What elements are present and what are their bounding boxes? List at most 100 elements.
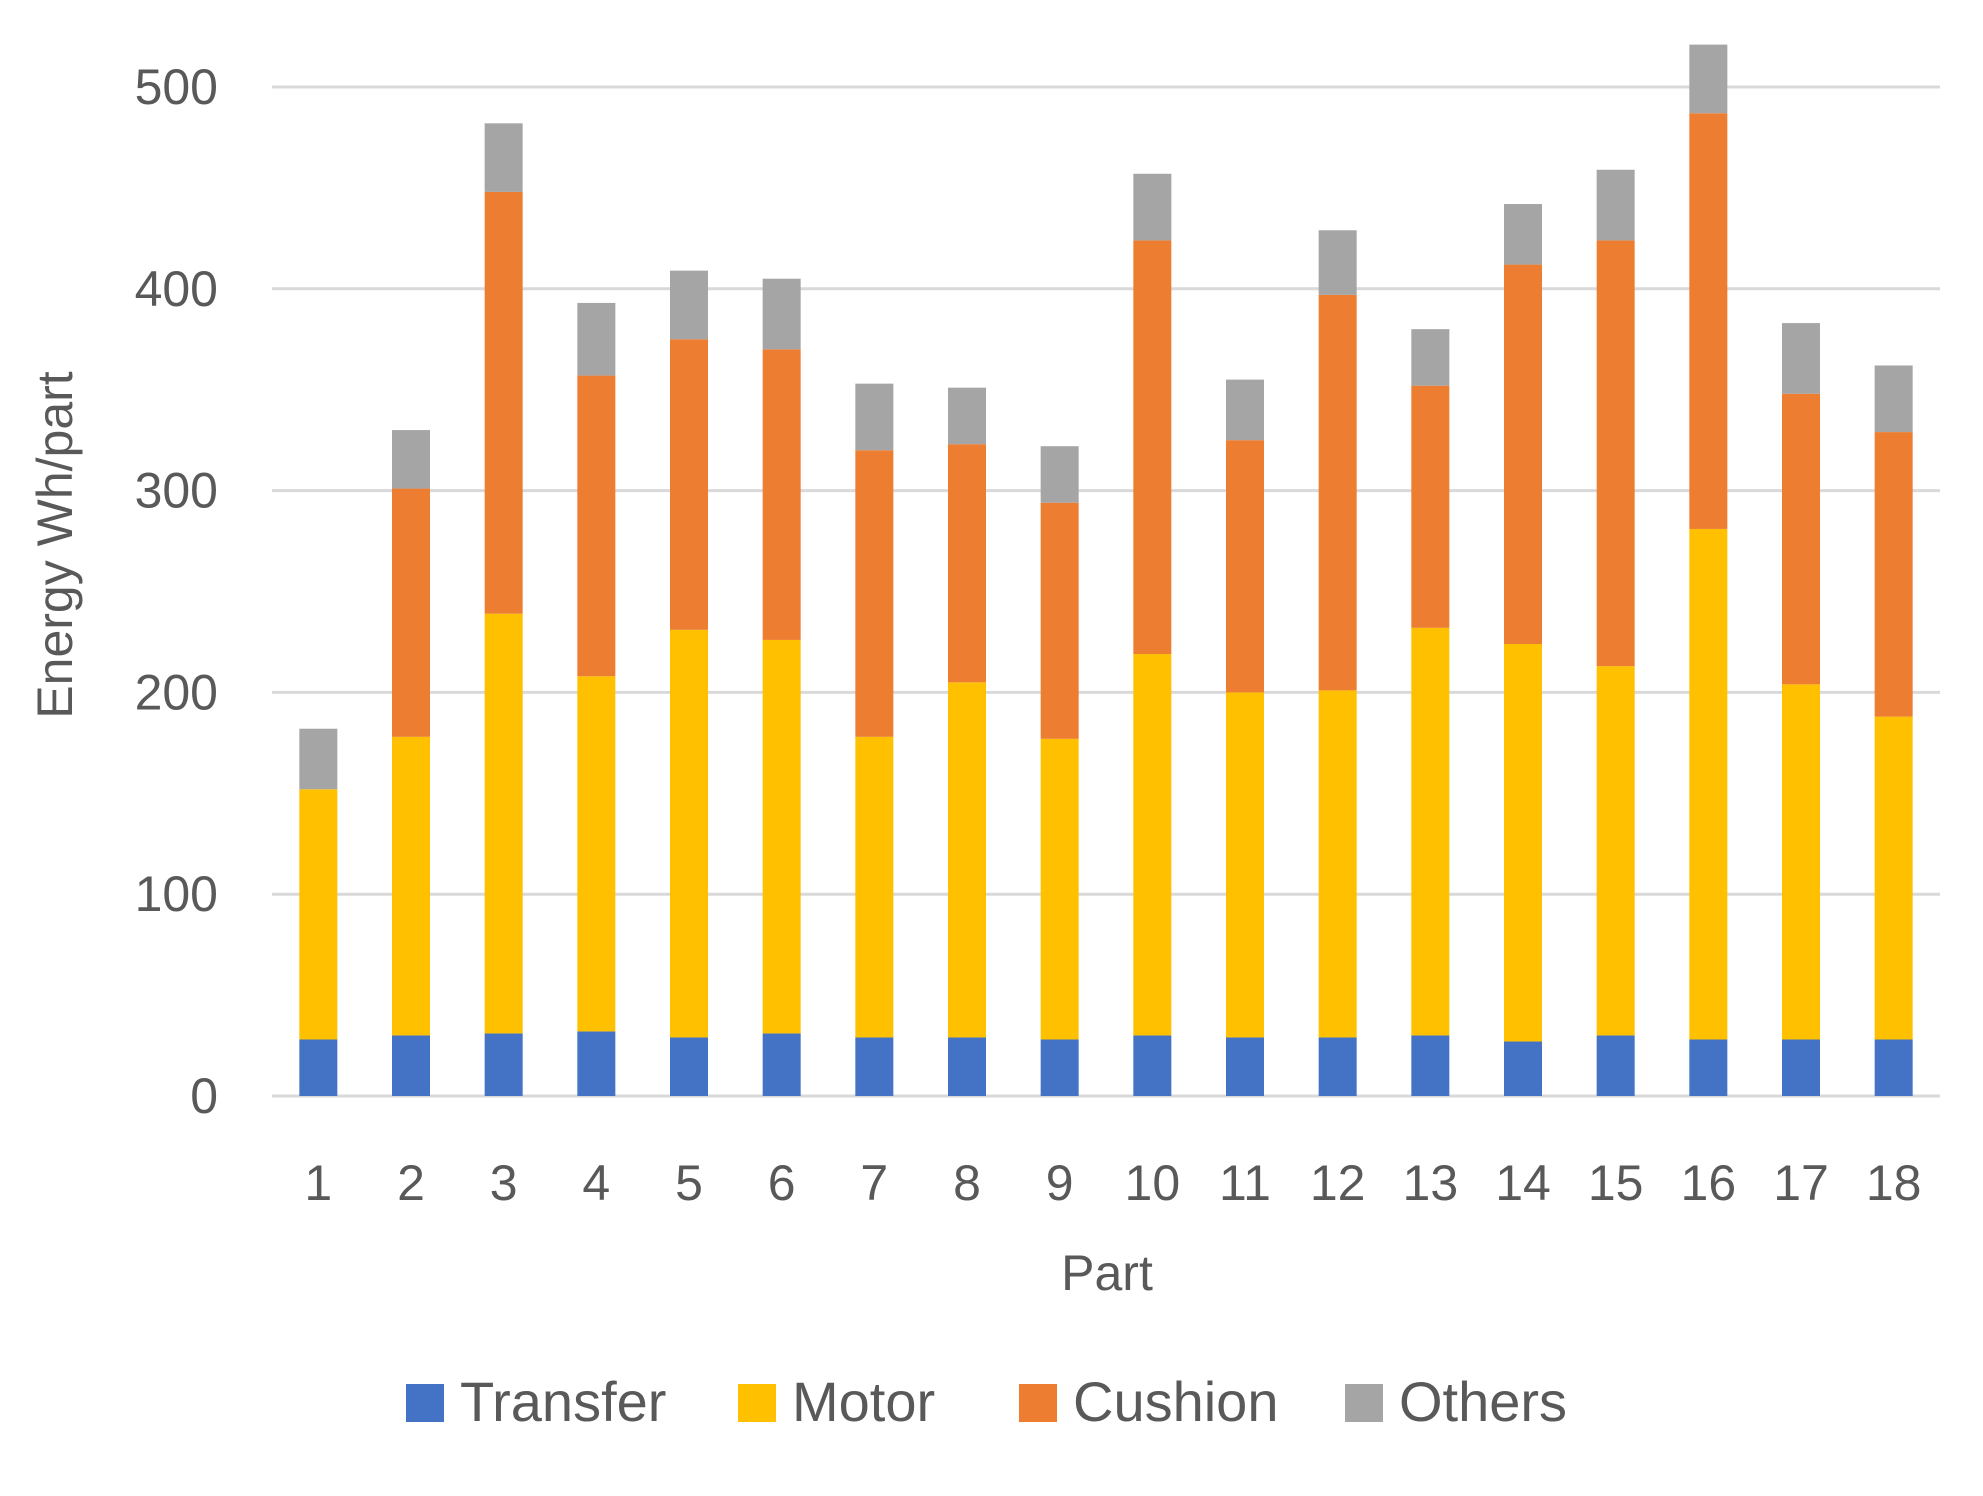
- legend-swatch-transfer: [406, 1384, 444, 1422]
- bar-motor-part-7: [855, 736, 894, 1038]
- bar-motor-part-18: [1874, 716, 1913, 1040]
- bar-others-part-16: [1689, 44, 1728, 114]
- bar-motor-part-9: [1040, 738, 1079, 1040]
- bar-transfer-part-13: [1411, 1035, 1450, 1096]
- x-tick-label: 16: [1681, 1155, 1737, 1211]
- bar-transfer-part-4: [577, 1031, 616, 1096]
- bar-cushion-part-7: [855, 450, 894, 737]
- x-tick-label: 11: [1219, 1155, 1271, 1211]
- legend-swatch-motor: [738, 1384, 776, 1422]
- bar-others-part-15: [1596, 169, 1635, 241]
- bar-motor-part-4: [577, 676, 616, 1032]
- bar-transfer-part-10: [1133, 1035, 1172, 1096]
- legend-swatch-others: [1345, 1384, 1383, 1422]
- bar-cushion-part-4: [577, 375, 616, 677]
- bar-transfer-part-1: [299, 1039, 338, 1096]
- bar-cushion-part-8: [948, 444, 986, 683]
- bar-transfer-part-16: [1689, 1039, 1728, 1096]
- legend-label-cushion: Cushion: [1073, 1370, 1278, 1433]
- y-tick-label: 0: [190, 1068, 218, 1124]
- bar-motor-part-13: [1411, 627, 1450, 1036]
- x-tick-label: 1: [304, 1155, 332, 1211]
- bar-others-part-2: [392, 430, 430, 489]
- bar-others-part-5: [670, 270, 708, 340]
- bar-transfer-part-9: [1040, 1039, 1079, 1096]
- bar-transfer-part-14: [1504, 1041, 1542, 1096]
- x-tick-label: 9: [1046, 1155, 1074, 1211]
- bar-cushion-part-15: [1596, 240, 1635, 667]
- bar-cushion-part-9: [1040, 502, 1079, 739]
- gridlines: [272, 85, 1940, 1098]
- bar-cushion-part-11: [1226, 440, 1264, 693]
- bar-motor-part-16: [1689, 528, 1728, 1040]
- bar-motor-part-15: [1596, 666, 1635, 1036]
- bar-motor-part-8: [948, 682, 986, 1038]
- bar-others-part-8: [948, 387, 986, 445]
- bars: [299, 44, 1913, 1096]
- bar-motor-part-2: [392, 736, 430, 1036]
- y-tick-label: 300: [135, 463, 218, 519]
- bar-others-part-7: [855, 383, 894, 451]
- bar-others-part-10: [1133, 173, 1172, 241]
- bar-others-part-17: [1782, 323, 1820, 394]
- x-tick-label: 13: [1403, 1155, 1459, 1211]
- x-tick-label: 12: [1310, 1155, 1366, 1211]
- bar-others-part-13: [1411, 329, 1450, 386]
- bar-others-part-12: [1318, 230, 1357, 295]
- x-tick-label: 18: [1866, 1155, 1922, 1211]
- x-tick-label: 15: [1588, 1155, 1644, 1211]
- bar-motor-part-3: [484, 613, 523, 1034]
- x-tick-labels: 1 2 3 4 5 6 7 8 9 10 11 12 13 14 15 16 17 18: [304, 1155, 1921, 1211]
- x-tick-label: 8: [953, 1155, 981, 1211]
- bar-transfer-part-2: [392, 1035, 430, 1096]
- bar-motor-part-17: [1782, 684, 1820, 1040]
- bar-others-part-4: [577, 302, 616, 376]
- x-axis-title: Part: [1061, 1245, 1153, 1301]
- bar-cushion-part-6: [762, 349, 801, 640]
- bar-cushion-part-13: [1411, 385, 1450, 628]
- legend-label-motor: Motor: [792, 1370, 935, 1433]
- bar-cushion-part-2: [392, 488, 430, 737]
- legend-label-transfer: Transfer: [460, 1370, 666, 1433]
- legend-swatch-cushion: [1019, 1384, 1057, 1422]
- bar-motor-part-11: [1226, 692, 1264, 1038]
- bar-cushion-part-5: [670, 339, 708, 630]
- bar-others-part-6: [762, 278, 801, 350]
- bar-cushion-part-14: [1504, 264, 1542, 644]
- x-tick-label: 7: [860, 1155, 888, 1211]
- y-axis-title: Energy Wh/part: [27, 371, 83, 718]
- legend: Transfer Motor Cushion Others: [406, 1370, 1567, 1433]
- bar-motor-part-5: [670, 629, 708, 1038]
- x-tick-label: 4: [582, 1155, 610, 1211]
- bar-cushion-part-3: [484, 191, 523, 614]
- bar-others-part-9: [1040, 446, 1079, 503]
- bar-motor-part-12: [1318, 690, 1357, 1038]
- bar-others-part-1: [299, 728, 338, 790]
- bar-others-part-11: [1226, 379, 1264, 441]
- bar-others-part-18: [1874, 365, 1913, 433]
- bar-transfer-part-15: [1596, 1035, 1635, 1096]
- bar-cushion-part-17: [1782, 393, 1820, 685]
- y-tick-label: 500: [135, 59, 218, 115]
- x-tick-label: 14: [1495, 1155, 1551, 1211]
- bar-motor-part-10: [1133, 654, 1172, 1036]
- bar-motor-part-1: [299, 789, 338, 1040]
- x-tick-label: 6: [768, 1155, 796, 1211]
- bar-transfer-part-6: [762, 1033, 801, 1096]
- y-tick-labels: 0 100 200 300 400 500: [135, 59, 218, 1124]
- x-tick-label: 5: [675, 1155, 703, 1211]
- x-tick-label: 17: [1773, 1155, 1829, 1211]
- y-tick-label: 200: [135, 664, 218, 720]
- y-tick-label: 100: [135, 866, 218, 922]
- bar-transfer-part-17: [1782, 1039, 1820, 1096]
- y-tick-label: 400: [135, 261, 218, 317]
- x-tick-label: 3: [490, 1155, 518, 1211]
- bar-others-part-14: [1504, 204, 1542, 265]
- x-tick-label: 10: [1125, 1155, 1181, 1211]
- bar-others-part-3: [484, 123, 523, 192]
- bar-cushion-part-18: [1874, 432, 1913, 717]
- bar-transfer-part-18: [1874, 1039, 1913, 1096]
- x-tick-label: 2: [397, 1155, 425, 1211]
- bar-transfer-part-5: [670, 1037, 708, 1096]
